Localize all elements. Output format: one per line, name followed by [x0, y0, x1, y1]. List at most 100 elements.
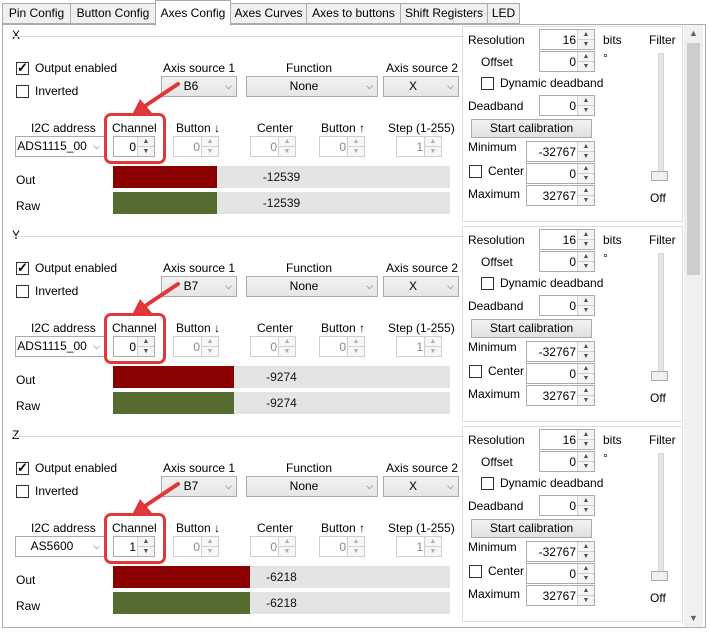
spin-down-icon[interactable]: ▼ [578, 596, 594, 605]
spin-up-icon[interactable]: ▲ [138, 137, 154, 147]
spin-up-icon[interactable]: ▲ [578, 586, 594, 596]
resolution-spinner[interactable]: 16 ▲ ▼ [539, 229, 595, 250]
resolution-spinner[interactable]: 16 ▲ ▼ [539, 429, 595, 450]
filter-slider-thumb[interactable] [651, 571, 668, 581]
filter-slider-track[interactable] [658, 453, 664, 579]
i2c-address-select[interactable]: AS5600 ⌵ [15, 536, 105, 557]
spin-down-icon[interactable]: ▼ [578, 174, 594, 183]
vertical-scrollbar[interactable]: ▲ ▼ [684, 25, 703, 627]
spin-up-icon[interactable]: ▲ [578, 252, 594, 262]
tab-led[interactable]: LED [487, 3, 520, 24]
spin-down-icon[interactable]: ▼ [279, 547, 295, 556]
resolution-spinner[interactable]: 16 ▲ ▼ [539, 29, 595, 50]
spin-down-icon[interactable]: ▼ [578, 306, 594, 315]
tab-axes-to-buttons[interactable]: Axes to buttons [306, 3, 401, 24]
scroll-down-icon[interactable]: ▼ [689, 613, 698, 623]
button-up-spinner[interactable]: 0 ▲ ▼ [319, 536, 365, 557]
spin-up-icon[interactable]: ▲ [202, 337, 218, 347]
center-spinner[interactable]: 0 ▲ ▼ [250, 336, 296, 357]
channel-spinner[interactable]: 0 ▲ ▼ [113, 336, 155, 357]
spin-up-icon[interactable]: ▲ [279, 137, 295, 147]
minimum-spinner[interactable]: -32767 ▲ ▼ [526, 341, 595, 362]
spin-up-icon[interactable]: ▲ [279, 537, 295, 547]
channel-spinner[interactable]: 0 ▲ ▼ [113, 136, 155, 157]
button-up-spinner[interactable]: 0 ▲ ▼ [319, 136, 365, 157]
filter-slider-thumb[interactable] [651, 171, 668, 181]
button-down-spinner[interactable]: 0 ▲ ▼ [173, 336, 219, 357]
function-select[interactable]: None ⌵ [246, 276, 378, 297]
spin-down-icon[interactable]: ▼ [578, 440, 594, 449]
center-checkbox[interactable] [469, 165, 482, 178]
spin-up-icon[interactable]: ▲ [348, 537, 364, 547]
start-calibration-button[interactable]: Start calibration [471, 319, 592, 338]
spin-up-icon[interactable]: ▲ [578, 430, 594, 440]
tab-axes-curves[interactable]: Axes Curves [230, 3, 307, 24]
spin-down-icon[interactable]: ▼ [138, 147, 154, 156]
maximum-spinner[interactable]: 32767 ▲ ▼ [526, 185, 595, 206]
spin-down-icon[interactable]: ▼ [425, 147, 441, 156]
spin-up-icon[interactable]: ▲ [348, 137, 364, 147]
minimum-spinner[interactable]: -32767 ▲ ▼ [526, 541, 595, 562]
start-calibration-button[interactable]: Start calibration [471, 519, 592, 538]
center-checkbox[interactable] [469, 565, 482, 578]
spin-up-icon[interactable]: ▲ [578, 230, 594, 240]
deadband-spinner[interactable]: 0 ▲ ▼ [539, 95, 595, 116]
spin-down-icon[interactable]: ▼ [578, 574, 594, 583]
offset-spinner[interactable]: 0 ▲ ▼ [539, 251, 595, 272]
tab-button-config[interactable]: Button Config [70, 3, 156, 24]
spin-down-icon[interactable]: ▼ [348, 347, 364, 356]
spin-down-icon[interactable]: ▼ [578, 240, 594, 249]
spin-up-icon[interactable]: ▲ [578, 496, 594, 506]
spin-up-icon[interactable]: ▲ [578, 30, 594, 40]
i2c-address-select[interactable]: ADS1115_00 ⌵ [15, 136, 105, 157]
center-value-spinner[interactable]: 0 ▲ ▼ [526, 163, 595, 184]
i2c-address-select[interactable]: ADS1115_00 ⌵ [15, 336, 105, 357]
step-spinner[interactable]: 1 ▲ ▼ [396, 136, 442, 157]
spin-up-icon[interactable]: ▲ [578, 452, 594, 462]
tab-shift-registers[interactable]: Shift Registers [400, 3, 488, 24]
filter-slider-track[interactable] [658, 253, 664, 379]
spin-up-icon[interactable]: ▲ [578, 164, 594, 174]
spin-down-icon[interactable]: ▼ [202, 547, 218, 556]
inverted-checkbox[interactable] [16, 485, 29, 498]
spin-down-icon[interactable]: ▼ [578, 462, 594, 471]
spin-up-icon[interactable]: ▲ [279, 337, 295, 347]
spin-up-icon[interactable]: ▲ [578, 342, 594, 352]
center-spinner[interactable]: 0 ▲ ▼ [250, 136, 296, 157]
spin-down-icon[interactable]: ▼ [578, 506, 594, 515]
step-spinner[interactable]: 1 ▲ ▼ [396, 336, 442, 357]
center-value-spinner[interactable]: 0 ▲ ▼ [526, 363, 595, 384]
center-value-spinner[interactable]: 0 ▲ ▼ [526, 563, 595, 584]
output-enabled-checkbox[interactable] [16, 60, 29, 76]
spin-up-icon[interactable]: ▲ [425, 337, 441, 347]
axis-source-2-select[interactable]: X ⌵ [383, 476, 459, 497]
axis-source-1-select[interactable]: B6 ⌵ [161, 76, 237, 97]
start-calibration-button[interactable]: Start calibration [471, 119, 592, 138]
dynamic-deadband-checkbox[interactable] [481, 477, 494, 490]
spin-up-icon[interactable]: ▲ [578, 564, 594, 574]
spin-down-icon[interactable]: ▼ [578, 552, 594, 561]
spin-up-icon[interactable]: ▲ [578, 542, 594, 552]
spin-up-icon[interactable]: ▲ [425, 137, 441, 147]
center-spinner[interactable]: 0 ▲ ▼ [250, 536, 296, 557]
spin-up-icon[interactable]: ▲ [578, 96, 594, 106]
spin-down-icon[interactable]: ▼ [578, 62, 594, 71]
spin-down-icon[interactable]: ▼ [425, 547, 441, 556]
scrollbar-thumb[interactable] [687, 43, 700, 275]
dynamic-deadband-checkbox[interactable] [481, 77, 494, 90]
axis-source-2-select[interactable]: X ⌵ [383, 76, 459, 97]
axis-source-1-select[interactable]: B7 ⌵ [161, 476, 237, 497]
deadband-spinner[interactable]: 0 ▲ ▼ [539, 495, 595, 516]
scroll-up-icon[interactable]: ▲ [689, 28, 698, 38]
deadband-spinner[interactable]: 0 ▲ ▼ [539, 295, 595, 316]
inverted-checkbox[interactable] [16, 285, 29, 298]
spin-down-icon[interactable]: ▼ [425, 347, 441, 356]
inverted-checkbox[interactable] [16, 85, 29, 98]
step-spinner[interactable]: 1 ▲ ▼ [396, 536, 442, 557]
offset-spinner[interactable]: 0 ▲ ▼ [539, 51, 595, 72]
spin-up-icon[interactable]: ▲ [202, 537, 218, 547]
spin-up-icon[interactable]: ▲ [348, 337, 364, 347]
spin-up-icon[interactable]: ▲ [578, 296, 594, 306]
spin-down-icon[interactable]: ▼ [138, 547, 154, 556]
button-down-spinner[interactable]: 0 ▲ ▼ [173, 536, 219, 557]
